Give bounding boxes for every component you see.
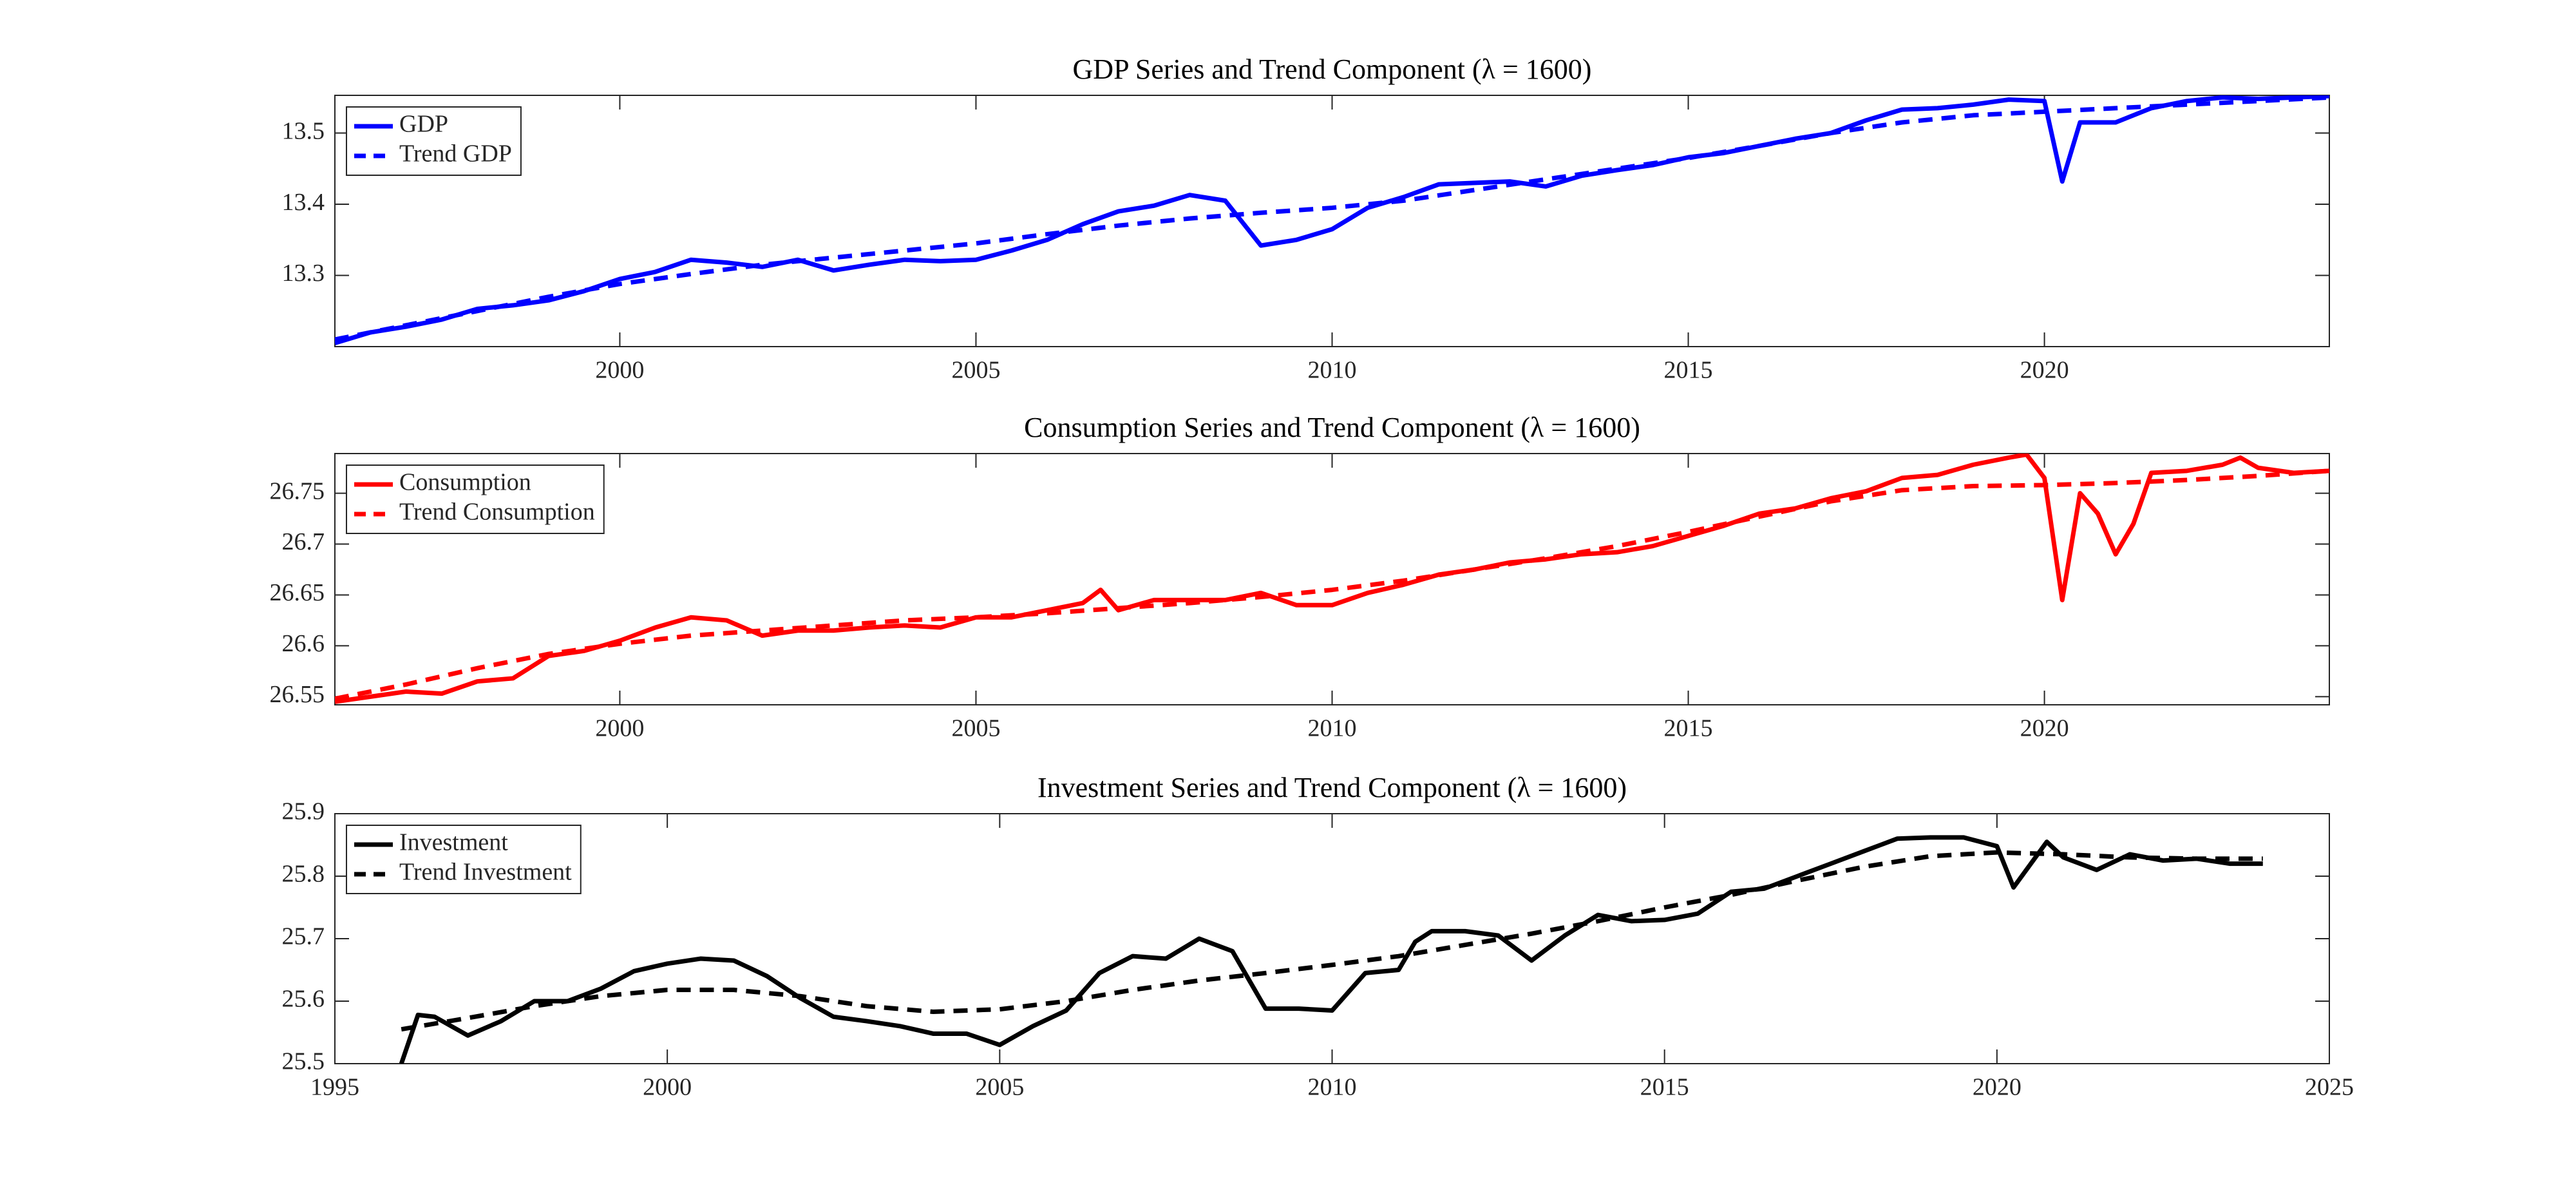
x-tick-label: 2005 [951,715,1000,742]
series-line [335,95,2329,345]
x-tick-label: 2025 [2305,1074,2354,1101]
legend-label: Trend Investment [399,859,572,886]
series-line [401,850,2263,1032]
series-line [399,835,2263,1064]
y-tick-label: 25.8 [282,861,325,888]
y-tick-label: 25.7 [282,923,325,950]
y-tick-label: 26.65 [270,579,325,606]
series-line [335,468,2329,701]
x-tick-label: 2005 [975,1074,1024,1101]
series-line [335,454,2329,704]
x-tick-label: 2000 [595,715,644,742]
y-tick-label: 13.4 [282,189,325,216]
plot-area [334,95,2330,347]
legend-box [346,825,582,894]
x-tick-label: 2000 [595,357,644,384]
chart-title: GDP Series and Trend Component (λ = 1600… [1073,53,1592,85]
x-tick-label: 2020 [2020,357,2069,384]
chart-title: Consumption Series and Trend Component (… [1024,412,1640,443]
x-tick-label: 1995 [310,1074,359,1101]
x-tick-label: 2015 [1664,715,1713,742]
y-tick-label: 26.55 [270,681,325,708]
chart-title: Investment Series and Trend Component (λ… [1037,772,1627,803]
y-tick-label: 25.5 [282,1048,325,1075]
x-tick-label: 2010 [1308,1074,1357,1101]
x-tick-label: 2010 [1308,357,1357,384]
plot-area [334,813,2330,1064]
x-tick-label: 2020 [2020,715,2069,742]
legend-label: GDP [399,111,448,138]
legend-label: Trend Consumption [399,499,595,526]
plot-area [334,453,2330,705]
legend-label: Trend GDP [399,140,512,168]
x-tick-label: 2015 [1664,357,1713,384]
y-tick-label: 13.5 [282,117,325,144]
x-tick-label: 2005 [951,357,1000,384]
x-tick-label: 2000 [643,1074,692,1101]
y-tick-label: 25.6 [282,986,325,1013]
y-tick-label: 26.7 [282,528,325,555]
y-tick-label: 26.75 [270,477,325,504]
legend-label: Consumption [399,469,531,496]
x-tick-label: 2020 [1973,1074,2022,1101]
y-tick-label: 13.3 [282,260,325,287]
y-tick-label: 26.6 [282,630,325,657]
y-tick-label: 25.9 [282,798,325,825]
series-line [335,95,2329,342]
x-tick-label: 2010 [1308,715,1357,742]
x-tick-label: 2015 [1640,1074,1689,1101]
legend-box [346,106,522,176]
legend-label: Investment [399,829,508,856]
legend-box [346,464,605,534]
